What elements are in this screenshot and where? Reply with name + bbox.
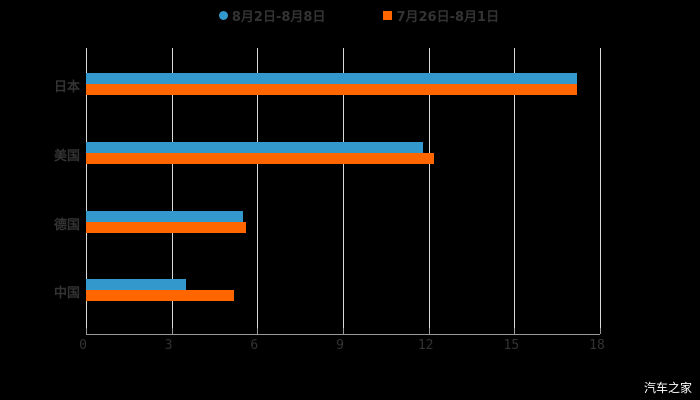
bar[interactable] [86, 153, 435, 164]
legend-label: 8月2日-8月8日 [231, 9, 326, 25]
bar[interactable] [86, 73, 578, 84]
bar[interactable] [86, 84, 578, 95]
axis-tick [86, 328, 87, 334]
bar[interactable] [86, 211, 244, 222]
gridline [600, 48, 601, 334]
axis-tick [257, 328, 259, 334]
legend-item-week1[interactable]: 8月2日-8月8日 [218, 5, 326, 25]
x-tick-label: 0 [79, 338, 87, 353]
gridline [343, 48, 344, 334]
legend-item-week2[interactable]: 7月26日-8月1日 [383, 5, 499, 25]
x-tick-label: 6 [250, 338, 259, 353]
axis-tick [514, 328, 516, 334]
x-tick-label: 18 [589, 338, 605, 353]
category-label: 中国 [53, 286, 80, 301]
category-label: 日本 [53, 80, 80, 95]
bar[interactable] [86, 290, 235, 301]
axis-tick [600, 328, 601, 334]
gridline [428, 48, 430, 334]
x-tick-label: 3 [164, 338, 173, 353]
bar[interactable] [86, 279, 186, 290]
circle-marker-icon [218, 10, 228, 20]
gridline [257, 48, 259, 334]
category-label: 美国 [53, 149, 80, 164]
legend: 8月2日-8月8日 7月26日-8月1日 [0, 5, 700, 25]
x-axis [86, 334, 600, 335]
axis-tick [343, 328, 344, 334]
gridline [514, 48, 516, 334]
square-marker-icon [383, 10, 393, 20]
gridline [171, 48, 173, 334]
axis-tick [171, 328, 173, 334]
x-tick-label: 12 [417, 338, 434, 353]
x-tick-label: 9 [336, 338, 344, 353]
axis-tick [428, 328, 430, 334]
bar[interactable] [86, 142, 423, 153]
watermark: 汽车之家 [643, 381, 692, 395]
legend-label: 7月26日-8月1日 [396, 9, 500, 25]
gridline [86, 48, 87, 334]
x-tick-label: 15 [503, 338, 520, 353]
category-label: 德国 [53, 218, 80, 233]
bar[interactable] [86, 222, 246, 233]
